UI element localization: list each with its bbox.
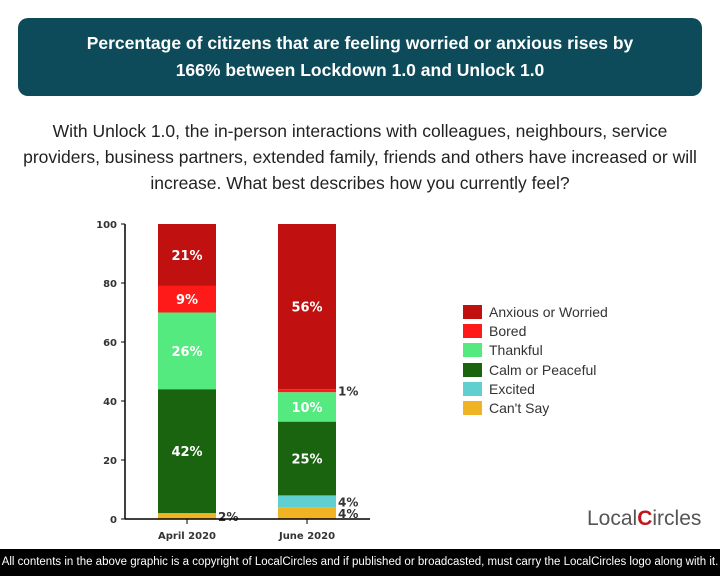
bar-segment [278, 224, 336, 390]
data-label: 4% [338, 507, 358, 521]
x-tick-label: April 2020 [158, 531, 216, 542]
legend-swatch [463, 381, 482, 396]
legend-label: Anxious or Worried [489, 303, 608, 320]
data-label: 21% [171, 249, 202, 264]
x-tick-label: June 2020 [278, 531, 335, 542]
bar-segment [158, 285, 216, 313]
y-tick-label: 20 [103, 456, 117, 467]
legend: Anxious or Worried Bored Thankful Calm or P… [463, 302, 608, 418]
legend-swatch [463, 362, 482, 377]
question-text: With Unlock 1.0, the in-person interacti… [23, 121, 697, 193]
localcircles-logo: LocalCircles [587, 507, 702, 530]
y-tick-label: 60 [103, 338, 117, 349]
bar-segment [278, 507, 336, 519]
legend-swatch [463, 323, 482, 338]
title-line-1: Percentage of citizens that are feeling … [86, 33, 634, 53]
data-label: 10% [291, 401, 322, 416]
y-tick-label: 100 [96, 220, 117, 231]
legend-label: Can't Say [489, 400, 550, 417]
data-label: 56% [291, 301, 322, 316]
title-banner: Percentage of citizens that are feeling … [18, 18, 702, 96]
legend-label: Calm or Peaceful [489, 361, 597, 378]
legend-item: Bored [463, 321, 608, 340]
y-tick-label: 40 [103, 397, 117, 408]
title-line-2: 166% between Lockdown 1.0 and Unlock 1.0 [175, 60, 545, 80]
legend-item: Anxious or Worried [463, 302, 608, 321]
legend-label: Excited [489, 380, 535, 397]
legend-swatch [463, 304, 482, 319]
legend-item: Excited [463, 379, 608, 398]
bar-segment [278, 421, 336, 496]
copyright-footer: All contents in the above graphic is a c… [0, 549, 720, 576]
data-label: 26% [171, 345, 202, 360]
bar-segment [158, 312, 216, 390]
bar-segment [278, 389, 336, 393]
data-label: 2% [218, 510, 238, 524]
legend-item: Can't Say [463, 398, 608, 417]
y-tick-label: 80 [103, 279, 117, 290]
data-label: 4% [338, 495, 358, 509]
bar-segment [158, 224, 216, 286]
data-label: 25% [291, 453, 322, 468]
legend-item: Calm or Peaceful [463, 360, 608, 379]
legend-item: Thankful [463, 341, 608, 360]
bar-segment [278, 495, 336, 508]
bar-segment [158, 513, 216, 519]
data-label: 1% [338, 385, 358, 399]
legend-label: Bored [489, 322, 527, 339]
legend-swatch [463, 343, 482, 358]
legend-label: Thankful [489, 342, 543, 359]
data-label: 9% [176, 293, 198, 308]
bar-segment [158, 389, 216, 514]
bar-segment [278, 392, 336, 422]
legend-swatch [463, 401, 482, 416]
data-label: 42% [171, 445, 202, 460]
y-tick-label: 0 [110, 515, 117, 526]
